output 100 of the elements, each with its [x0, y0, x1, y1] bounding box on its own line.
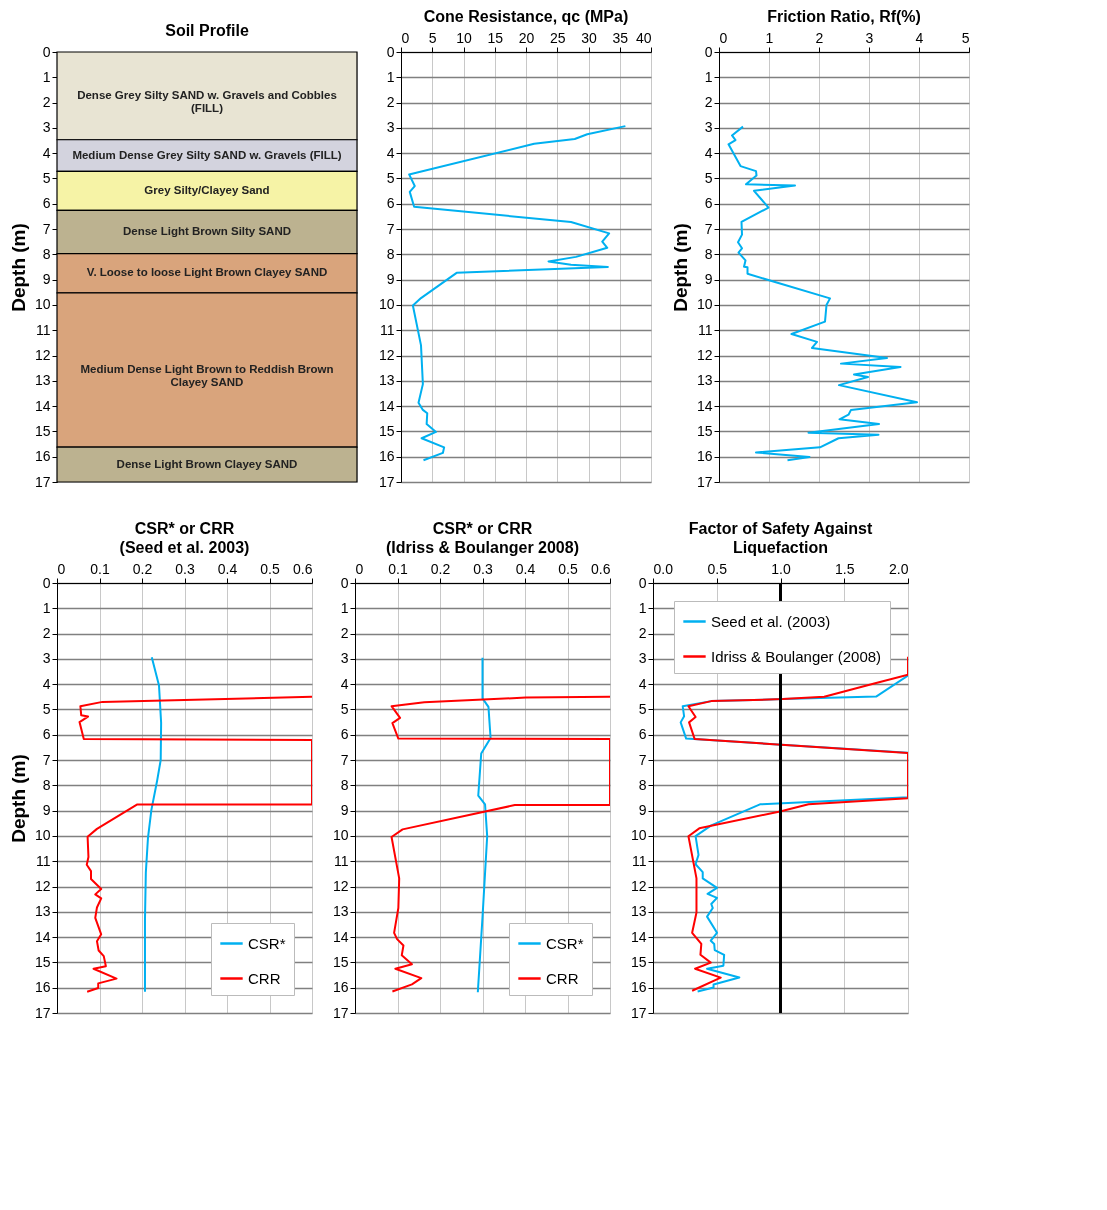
y-tick-label: 12 [34, 878, 51, 895]
legend-label: Idriss & Boulanger (2008) [711, 647, 882, 665]
y-tick-label: 6 [704, 195, 713, 212]
y-tick-label: 13 [34, 372, 51, 389]
y-tick-label: 2 [638, 625, 647, 642]
y-tick-label: 10 [34, 296, 51, 313]
y-tick-label: 7 [340, 751, 349, 768]
y-tick-label: 4 [386, 144, 395, 161]
chart-title: Soil Profile [165, 22, 249, 39]
y-tick-label: 6 [638, 726, 647, 743]
line-series [727, 125, 918, 462]
y-tick-label: 9 [638, 802, 647, 819]
legend-label: Seed et al. (2003) [711, 612, 831, 630]
x-tick-label: 0.1 [90, 560, 110, 577]
chart-title: Factor of Safety Against [688, 520, 873, 537]
x-tick-label: 2.0 [889, 560, 909, 577]
y-tick-label: 14 [630, 928, 647, 945]
y-tick-label: 14 [34, 397, 51, 414]
y-tick-label: 4 [638, 675, 647, 692]
series-label: Dense Light Brown Clayey SAND [116, 457, 298, 470]
legend-label: CRR [546, 969, 579, 987]
y-tick-label: 17 [34, 1004, 51, 1021]
x-tick-label: 4 [915, 29, 924, 46]
y-tick-label: 8 [386, 245, 395, 262]
y-tick-label: 3 [704, 119, 713, 136]
x-tick-label: 0.5 [707, 560, 728, 577]
y-tick-label: 0 [638, 574, 647, 591]
y-tick-label: 15 [378, 422, 395, 439]
chart-title: CSR* or CRR [134, 520, 235, 537]
chart-title: Friction Ratio, Rf(%) [767, 8, 921, 25]
y-tick-label: 12 [332, 878, 349, 895]
y-tick-label: 8 [340, 776, 349, 793]
y-tick-label: 11 [333, 852, 349, 869]
y-axis-title: Depth (m) [7, 754, 29, 843]
y-tick-label: 2 [42, 94, 51, 111]
y-tick-label: 0 [340, 574, 349, 591]
y-tick-label: 17 [34, 473, 51, 490]
x-tick-label: 0.2 [430, 560, 451, 577]
y-tick-label: 15 [696, 422, 713, 439]
y-tick-label: 1 [340, 599, 349, 616]
y-tick-label: 0 [42, 43, 51, 60]
x-tick-label: 1.0 [771, 560, 791, 577]
y-tick-label: 0 [42, 574, 51, 591]
y-tick-label: 15 [630, 953, 647, 970]
y-tick-label: 5 [42, 700, 51, 717]
series-label: Grey Silty/Clayey Sand [144, 183, 270, 196]
x-tick-label: 0.5 [558, 560, 578, 577]
y-tick-label: 11 [631, 852, 647, 869]
y-tick-label: 0 [704, 43, 713, 60]
y-tick-label: 13 [630, 903, 647, 920]
x-tick-label: 0.2 [132, 560, 153, 577]
x-tick-label: 0.1 [388, 560, 408, 577]
y-tick-label: 11 [379, 321, 395, 338]
x-tick-label: 0.0 [653, 560, 674, 577]
y-tick-label: 14 [378, 397, 395, 414]
line-series [390, 695, 610, 993]
y-tick-label: 9 [386, 271, 395, 288]
y-tick-label: 14 [332, 928, 349, 945]
y-tick-label: 8 [42, 245, 51, 262]
y-tick-label: 4 [340, 675, 349, 692]
y-tick-label: 12 [378, 347, 395, 364]
y-tick-label: 1 [386, 68, 395, 85]
y-tick-label: 16 [630, 979, 647, 996]
x-tick-label: 0.6 [293, 560, 313, 577]
y-tick-label: 17 [696, 473, 713, 490]
y-tick-label: 5 [704, 169, 713, 186]
y-tick-label: 16 [34, 448, 51, 465]
y-tick-label: 11 [35, 321, 51, 338]
y-tick-label: 7 [704, 220, 713, 237]
series-label: V. Loose to loose Light Brown Clayey SAND [86, 266, 328, 279]
y-tick-label: 10 [696, 296, 713, 313]
chart-subtitle: (Idriss & Boulanger 2008) [386, 539, 579, 556]
y-tick-label: 17 [332, 1004, 349, 1021]
x-tick-label: 10 [456, 29, 472, 46]
y-tick-label: 7 [386, 220, 395, 237]
x-tick-label: 0 [355, 560, 364, 577]
y-tick-label: 4 [42, 144, 51, 161]
x-tick-label: 20 [518, 29, 535, 46]
y-tick-label: 13 [378, 372, 395, 389]
y-tick-label: 7 [42, 220, 51, 237]
x-tick-label: 15 [487, 29, 504, 46]
y-tick-label: 6 [386, 195, 395, 212]
y-tick-label: 8 [638, 776, 647, 793]
chart-title: Cone Resistance, qc (MPa) [423, 8, 629, 25]
y-tick-label: 10 [378, 296, 395, 313]
y-tick-label: 1 [42, 599, 51, 616]
line-series [476, 656, 492, 994]
chart-title: CSR* or CRR [432, 520, 533, 537]
y-tick-label: 14 [34, 928, 51, 945]
chart-subtitle: Liquefaction [732, 539, 829, 556]
y-tick-label: 5 [340, 700, 349, 717]
y-tick-label: 3 [638, 650, 647, 667]
legend-label: CSR* [546, 934, 584, 952]
y-tick-label: 9 [340, 802, 349, 819]
x-tick-label: 2 [815, 29, 824, 46]
y-tick-label: 0 [386, 43, 395, 60]
y-axis-title: Depth (m) [669, 223, 691, 312]
line-series [143, 656, 163, 993]
y-tick-label: 6 [42, 195, 51, 212]
y-tick-label: 12 [630, 878, 647, 895]
